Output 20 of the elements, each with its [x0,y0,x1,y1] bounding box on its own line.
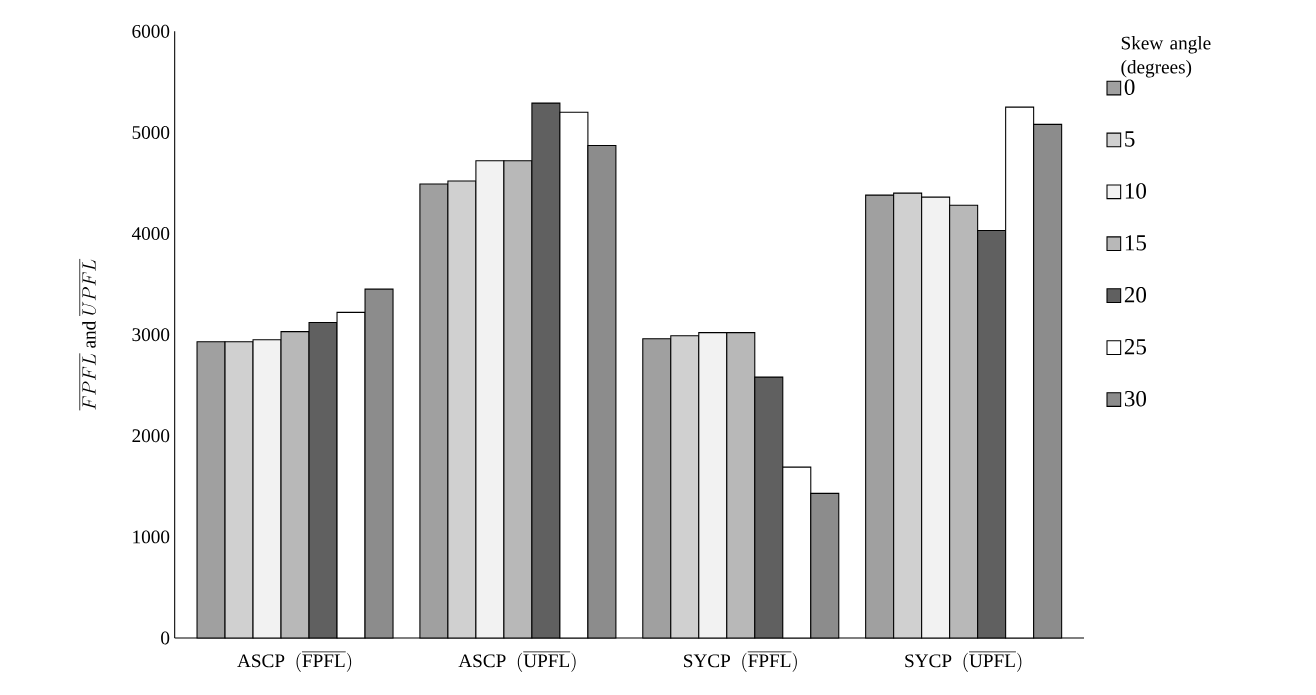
legend-label: 5 [1125,131,1135,147]
y-tick-label: 5000 [132,125,170,139]
y-tick-label: 4000 [131,227,170,241]
legend-label: 20 [1124,287,1147,303]
y-tick-label: 2000 [132,429,170,443]
y-tick-label: 3000 [132,328,170,342]
legend-label: 25 [1124,338,1146,355]
x-tick-label: $\mathrm{SYCP}\ \ (\overline{\mathrm{UPFL}})$ [905,651,1022,672]
legend-label: 10 [1125,183,1147,199]
legend-label: 15 [1125,235,1146,251]
y-tick-label: 6000 [132,24,170,38]
legend-title: Skew angle (degrees) [1121,36,1211,78]
x-tick-label: $\mathrm{ASCP}\ \ (\overline{\mathrm{UPFL}})$ [458,651,576,672]
x-tick-label: $\mathrm{ASCP}\ \ (\overline{\mathrm{FPFL}})$ [237,651,352,672]
legend-label: 30 [1124,390,1147,407]
x-tick-label: $\mathrm{SYCP}\ \ (\overline{\mathrm{FPFL}})$ [684,651,797,672]
y-tick-label: 0 [161,631,170,645]
legend-label: 0 [1124,79,1135,95]
y-axis-title: $\overline{FPFL}\text{ and }\overline{UPFL}$ [79,258,96,411]
y-tick-label: 1000 [133,530,170,544]
